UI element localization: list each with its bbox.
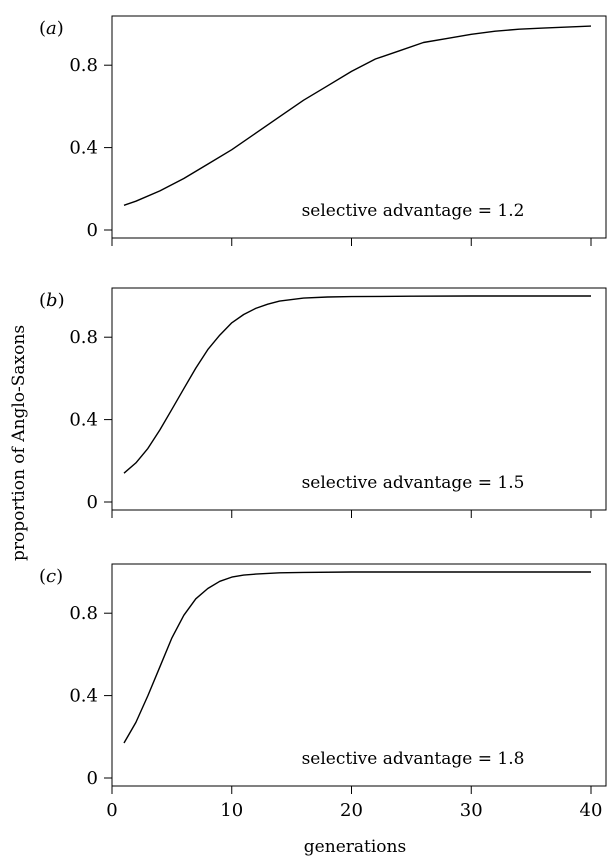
y-tick-label: 0 bbox=[87, 768, 98, 789]
selective-advantage-label: selective advantage = 1.5 bbox=[302, 473, 525, 493]
selective-advantage-label: selective advantage = 1.2 bbox=[302, 201, 525, 221]
y-tick-label: 0.8 bbox=[69, 603, 98, 624]
x-axis-title: generations bbox=[304, 837, 406, 857]
y-tick-label: 0.4 bbox=[69, 410, 98, 431]
x-tick-label: 20 bbox=[340, 800, 363, 821]
selective-advantage-label: selective advantage = 1.8 bbox=[302, 749, 525, 769]
x-tick-label: 40 bbox=[580, 800, 603, 821]
panel-1: 0 0.4 0.8(a) selective advantage = 1.2 bbox=[39, 15, 607, 246]
y-tick-label: 0.8 bbox=[69, 55, 98, 76]
panel-label: (a) bbox=[39, 18, 64, 39]
series-line bbox=[123, 295, 591, 474]
y-tick-label: 0 bbox=[87, 220, 98, 241]
panel-label: (c) bbox=[39, 566, 63, 587]
x-tick-label: 30 bbox=[460, 800, 483, 821]
y-tick-label: 0.8 bbox=[69, 327, 98, 348]
y-tick-label: 0.4 bbox=[69, 138, 98, 159]
x-tick-label: 0 bbox=[106, 800, 117, 821]
panel-3: 0 0.4 0.8 0 10 20 30 40 (c) selective advantage =… bbox=[39, 563, 607, 821]
series-line bbox=[123, 25, 592, 206]
panel-label: (b) bbox=[39, 290, 65, 311]
plot-frame bbox=[111, 563, 607, 787]
plot-frame bbox=[111, 15, 607, 239]
panel-2: 0 0.4 0.8(b) selective advantage = 1.5 bbox=[39, 287, 607, 518]
y-tick-label: 0 bbox=[87, 492, 98, 513]
y-axis-title: proportion of Anglo-Saxons bbox=[9, 325, 29, 561]
y-tick-label: 0.4 bbox=[69, 686, 98, 707]
series-line bbox=[123, 571, 591, 744]
x-tick-label: 10 bbox=[220, 800, 243, 821]
plot-frame bbox=[111, 287, 607, 511]
